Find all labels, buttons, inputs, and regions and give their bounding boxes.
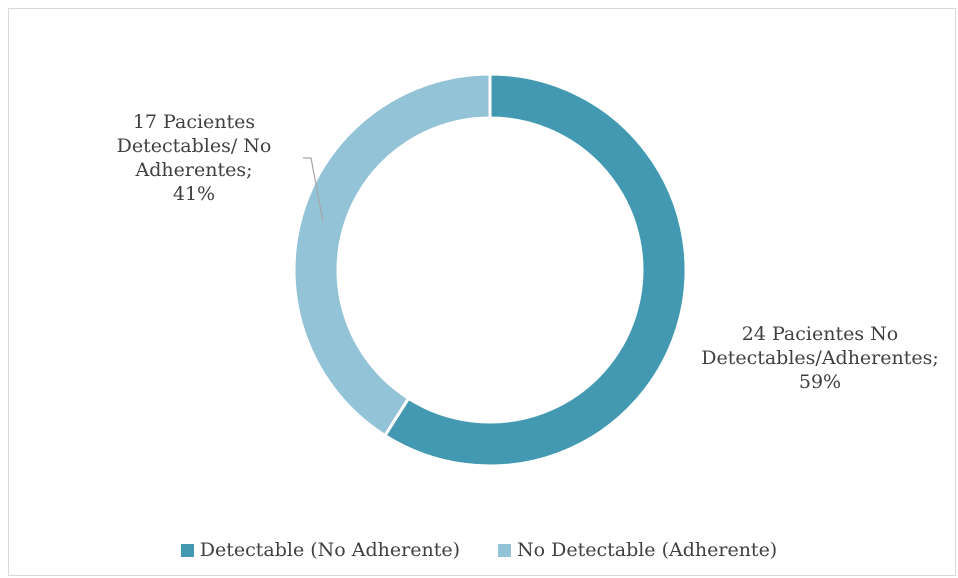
legend-label-detectable: Detectable (No Adherente) (199, 539, 460, 561)
data-label-slice-1: 24 Pacientes No Detectables/Adherentes; … (701, 323, 939, 393)
legend-swatch-no-detectable (498, 543, 511, 557)
data-label-slice-2: 17 Pacientes Detectables/ No Adherentes;… (116, 111, 272, 205)
legend-item-no-detectable: No Detectable (Adherente) (498, 539, 777, 561)
donut-slice-1 (382, 72, 688, 468)
legend-label-no-detectable: No Detectable (Adherente) (517, 539, 778, 561)
donut-slice-2 (292, 72, 492, 438)
leader-line-detectable (303, 157, 324, 223)
legend-swatch-detectable (180, 543, 194, 557)
legend: Detectable (No Adherente) No Detectable … (0, 539, 958, 561)
legend-item-detectable: Detectable (No Adherente) (180, 539, 460, 561)
